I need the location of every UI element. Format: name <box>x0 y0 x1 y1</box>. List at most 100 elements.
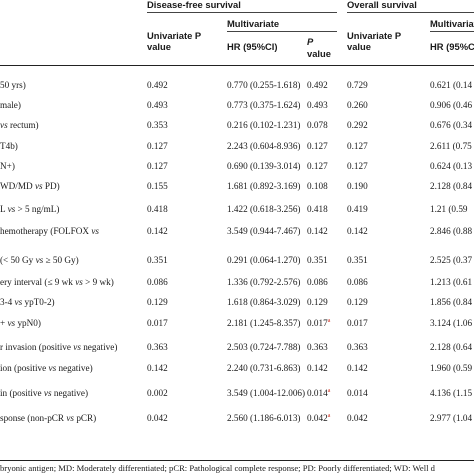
cell-os-uni: 0.127 <box>347 141 368 151</box>
cell-dfs-hr: 2.243 (0.604-8.936) <box>227 141 301 151</box>
cell-dfs-p: 0.086 <box>307 277 328 287</box>
cell-os-hr: 2.128 (0.64 <box>430 342 473 352</box>
cell-dfs-p: 0.127 <box>307 141 328 151</box>
cell-os-uni: 0.351 <box>347 255 368 265</box>
cell-dfs-hr: 0.216 (0.102-1.231) <box>227 120 301 130</box>
cell-os-uni: 0.419 <box>347 204 368 214</box>
cell-os-hr: 2.977 (1.04 <box>430 413 473 423</box>
cell-dfs-p: 0.078 <box>307 120 328 130</box>
cell-label: N+) <box>0 161 15 171</box>
dfs-univariate-heading-1: Univariate P <box>147 30 201 41</box>
os-univariate-heading-1: Univariate P <box>347 30 402 41</box>
os-multivariate-heading: Multivariate <box>430 18 474 29</box>
cell-dfs-uni: 0.363 <box>147 342 168 352</box>
cell-os-uni: 0.127 <box>347 161 368 171</box>
dfs-hr-heading: HR (95%CI) <box>227 41 278 52</box>
cell-os-uni: 0.129 <box>347 297 368 307</box>
cell-dfs-p: 0.142 <box>307 363 328 373</box>
cell-label: WD/MD vs PD) <box>0 181 60 191</box>
cell-dfs-uni: 0.142 <box>147 226 168 236</box>
dfs-univariate-heading-2: value <box>147 41 171 52</box>
cell-os-uni: 0.260 <box>347 100 368 110</box>
cell-dfs-uni: 0.129 <box>147 297 168 307</box>
cell-dfs-uni: 0.127 <box>147 161 168 171</box>
dfs-multivariate-heading: Multivariate <box>227 18 280 29</box>
cell-dfs-hr: 1.618 (0.864-3.029) <box>227 297 301 307</box>
cell-dfs-hr: 2.560 (1.186-6.013) <box>227 413 301 423</box>
cell-os-uni: 0.190 <box>347 181 368 191</box>
os-multivariate-underline <box>430 31 474 32</box>
cell-dfs-p: 0.014a <box>307 386 331 398</box>
dfs-p-heading-1: P <box>307 36 314 47</box>
cell-dfs-uni: 0.142 <box>147 363 168 373</box>
overall-survival-heading: Overall survival <box>347 0 417 10</box>
cell-os-hr: 3.124 (1.06 <box>430 318 473 328</box>
cell-dfs-p: 0.127 <box>307 161 328 171</box>
os-hr-heading: HR (95%C <box>430 41 474 52</box>
cell-os-hr: 2.525 (0.37 <box>430 255 473 265</box>
cell-dfs-uni: 0.042 <box>147 413 168 423</box>
cell-label: T4b) <box>0 141 18 151</box>
cell-dfs-hr: 1.422 (0.618-3.256) <box>227 204 301 214</box>
cell-os-hr: 0.676 (0.34 <box>430 120 473 130</box>
header-bottom-rule <box>0 65 474 66</box>
cell-label: hemotherapy (FOLFOX vs <box>0 226 100 236</box>
cell-label: 50 yrs) <box>0 80 26 90</box>
cell-label: r invasion (positive vs negative) <box>0 342 118 352</box>
cell-dfs-p: 0.418 <box>307 204 328 214</box>
cell-os-hr: 2.128 (0.84 <box>430 181 473 191</box>
cell-label: (< 50 Gy vs ≥ 50 Gy) <box>0 255 79 265</box>
cell-dfs-hr: 1.681 (0.892-3.169) <box>227 181 301 191</box>
cell-label: ion (positive vs negative) <box>0 363 93 373</box>
cell-label: in (positive vs negative) <box>0 388 89 398</box>
cell-dfs-p: 0.492 <box>307 80 328 90</box>
cell-dfs-p: 0.363 <box>307 342 328 352</box>
cell-dfs-p: 0.129 <box>307 297 328 307</box>
cell-os-hr: 1.213 (0.61 <box>430 277 473 287</box>
cell-os-hr: 1.856 (0.84 <box>430 297 473 307</box>
cell-dfs-p: 0.108 <box>307 181 328 191</box>
cell-os-uni: 0.014 <box>347 388 368 398</box>
cell-dfs-p: 0.142 <box>307 226 328 236</box>
table-footnote: bryonic antigen; MD: Moderately differen… <box>0 463 435 473</box>
cell-dfs-uni: 0.017 <box>147 318 168 328</box>
cell-dfs-hr: 0.291 (0.064-1.270) <box>227 255 301 265</box>
cell-dfs-hr: 0.690 (0.139-3.014) <box>227 161 301 171</box>
cell-dfs-hr: 2.240 (0.731-6.863) <box>227 363 301 373</box>
cell-dfs-hr: 3.549 (1.004-12.006) <box>227 388 306 398</box>
cell-dfs-uni: 0.351 <box>147 255 168 265</box>
cell-os-hr: 4.136 (1.15 <box>430 388 473 398</box>
cell-os-hr: 2.611 (0.75 <box>430 141 472 151</box>
cell-os-uni: 0.017 <box>347 318 368 328</box>
dfs-multivariate-underline <box>227 31 337 32</box>
cell-os-uni: 0.142 <box>347 363 368 373</box>
cell-dfs-hr: 3.549 (0.944-7.467) <box>227 226 301 236</box>
cell-os-uni: 0.729 <box>347 80 368 90</box>
significance-marker: a <box>327 386 331 394</box>
cell-dfs-hr: 0.770 (0.255-1.618) <box>227 80 301 90</box>
cell-dfs-p: 0.351 <box>307 255 328 265</box>
dfs-underline <box>147 12 337 13</box>
cell-dfs-hr: 2.181 (1.245-8.357) <box>227 318 301 328</box>
cell-dfs-uni: 0.493 <box>147 100 168 110</box>
significance-marker: a <box>327 411 331 419</box>
os-underline <box>347 12 474 13</box>
cell-dfs-uni: 0.155 <box>147 181 168 191</box>
dfs-p-heading-2: value <box>307 48 331 59</box>
cell-os-hr: 0.624 (0.13 <box>430 161 473 171</box>
cell-dfs-uni: 0.002 <box>147 388 168 398</box>
cell-dfs-uni: 0.127 <box>147 141 168 151</box>
cell-os-hr: 1.21 (0.59 <box>430 204 468 214</box>
cell-os-hr: 2.846 (0.88 <box>430 226 473 236</box>
cell-dfs-hr: 2.503 (0.724-7.788) <box>227 342 301 352</box>
cell-os-hr: 0.621 (0.14 <box>430 80 473 90</box>
dfs-univariate-text: Univariate P <box>147 30 202 41</box>
cell-dfs-uni: 0.418 <box>147 204 168 214</box>
cell-os-uni: 0.142 <box>347 226 368 236</box>
cell-label: 3-4 vs ypT0-2) <box>0 297 55 307</box>
cell-os-hr: 1.960 (0.59 <box>430 363 473 373</box>
cell-label: L vs > 5 ng/mL) <box>0 204 60 214</box>
cell-label: vs rectum) <box>0 120 39 130</box>
cell-label: + vs ypN0) <box>0 318 41 328</box>
